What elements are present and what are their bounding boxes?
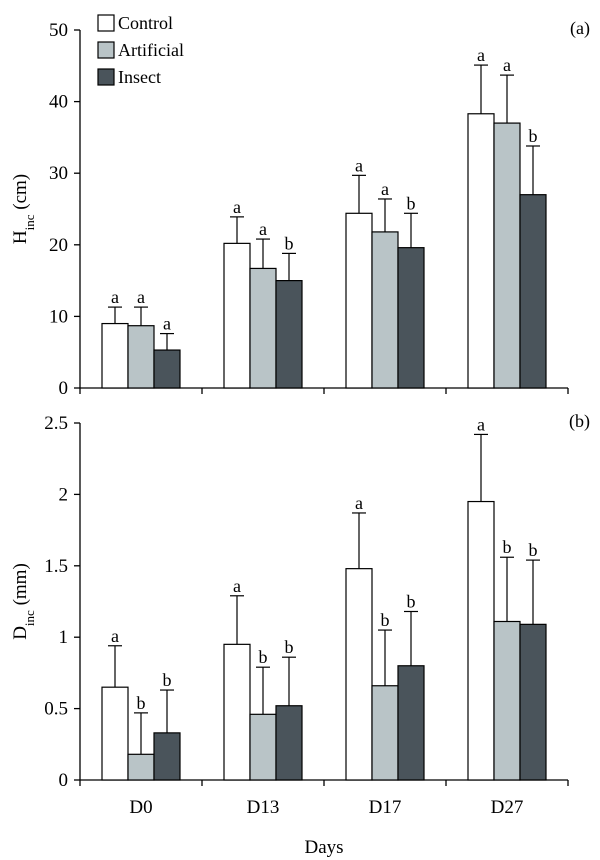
significance-label: b: [529, 126, 538, 146]
significance-label: b: [407, 193, 416, 213]
y-tick-label: 1.5: [44, 556, 68, 577]
y-tick-label: 0.5: [44, 699, 68, 720]
bar-artificial-d13: [249, 713, 277, 781]
bar-control-d13: [223, 242, 251, 389]
x-axis-title: Days: [304, 837, 343, 858]
legend-swatch: [97, 14, 115, 32]
bar-control-d17: [345, 212, 373, 389]
y-axis-title: Dinc (mm): [10, 563, 37, 640]
bar-insect-d13: [275, 280, 303, 389]
significance-label: a: [477, 414, 485, 434]
bar-control-d0: [101, 686, 129, 781]
significance-label: a: [503, 55, 511, 75]
y-tick-label: 2.5: [44, 413, 68, 434]
bar-artificial-d27: [493, 122, 521, 389]
y-tick-label: 30: [49, 163, 68, 184]
significance-label: b: [285, 637, 294, 657]
bar-control-d27: [467, 113, 495, 389]
bar-artificial-d0: [127, 753, 155, 781]
y-tick-label: 1: [59, 627, 69, 648]
y-tick-label: 0: [59, 378, 69, 399]
bar-artificial-d27: [493, 620, 521, 781]
legend-swatch: [97, 68, 115, 86]
significance-label: b: [407, 591, 416, 611]
significance-label: a: [355, 155, 363, 175]
bar-insect-d17: [397, 247, 425, 389]
significance-label: b: [503, 537, 512, 557]
significance-label: a: [233, 197, 241, 217]
legend-label: Control: [118, 13, 173, 33]
panel-label: (b): [569, 411, 590, 432]
x-tick-label: D13: [247, 797, 280, 818]
bar-insect-d0: [153, 349, 181, 389]
bar-control-d0: [101, 322, 129, 389]
bar-insect-d0: [153, 732, 181, 781]
significance-label: a: [381, 179, 389, 199]
significance-label: a: [355, 493, 363, 513]
bar-artificial-d13: [249, 267, 277, 389]
legend-label: Artificial: [118, 40, 184, 60]
bar-insect-d13: [275, 705, 303, 781]
bar-artificial-d17: [371, 685, 399, 781]
significance-label: b: [285, 233, 294, 253]
significance-label: a: [233, 576, 241, 596]
legend-label: Insect: [118, 67, 161, 87]
x-tick-label: D27: [491, 797, 524, 818]
bar-insect-d27: [519, 623, 547, 781]
y-tick-label: 0: [59, 770, 69, 791]
x-tick-label: D0: [129, 797, 152, 818]
y-tick-label: 10: [49, 306, 68, 327]
significance-label: a: [163, 314, 171, 334]
significance-label: a: [259, 219, 267, 239]
bar-insect-d27: [519, 194, 547, 389]
bar-insect-d17: [397, 665, 425, 781]
y-tick-label: 50: [49, 20, 68, 41]
significance-label: b: [137, 693, 146, 713]
bar-artificial-d0: [127, 325, 155, 389]
bar-control-d17: [345, 568, 373, 781]
significance-label: a: [137, 287, 145, 307]
y-tick-label: 20: [49, 235, 68, 256]
y-axis-title: Hinc (cm): [10, 174, 37, 244]
significance-label: b: [381, 610, 390, 630]
panel-label: (a): [570, 18, 590, 39]
legend-swatch: [97, 41, 115, 59]
significance-label: a: [111, 626, 119, 646]
bar-control-d13: [223, 643, 251, 781]
significance-label: a: [111, 287, 119, 307]
significance-label: a: [477, 45, 485, 65]
bar-artificial-d17: [371, 231, 399, 389]
y-tick-label: 2: [59, 484, 69, 505]
bar-control-d27: [467, 500, 495, 781]
x-tick-label: D17: [369, 797, 402, 818]
significance-label: b: [163, 670, 172, 690]
significance-label: b: [529, 540, 538, 560]
significance-label: b: [259, 647, 268, 667]
y-tick-label: 40: [49, 92, 68, 113]
